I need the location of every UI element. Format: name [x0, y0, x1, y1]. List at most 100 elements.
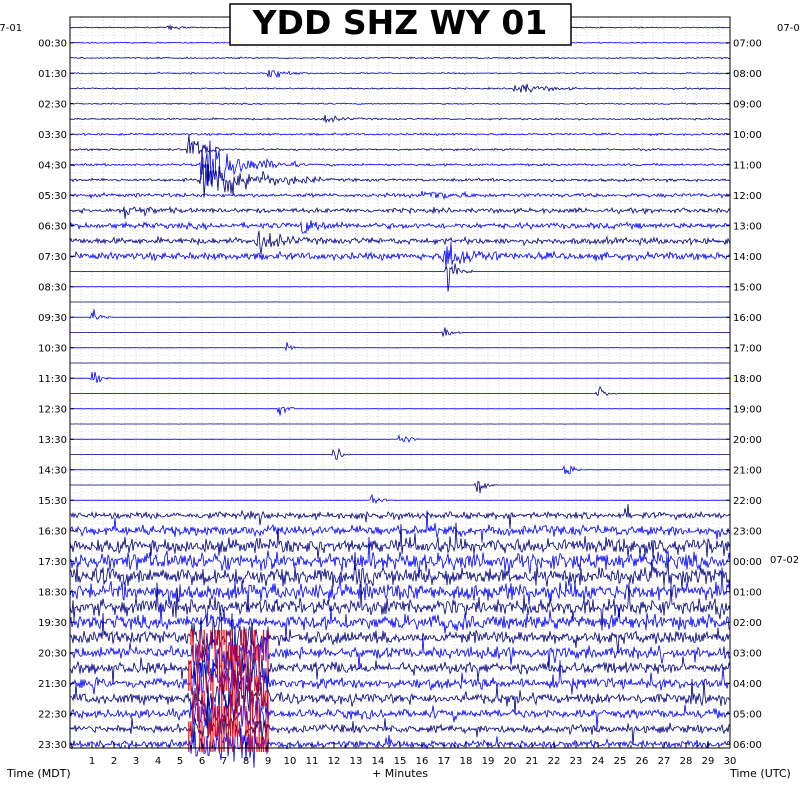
seismic-trace: [69, 140, 731, 187]
seismic-trace: [69, 327, 731, 338]
seismic-trace: [69, 220, 731, 235]
title-text: YDD SHZ WY 01: [252, 3, 548, 42]
right-time-label: 20:00: [733, 435, 762, 446]
left-time-label: 10:30: [38, 343, 67, 354]
right-time-label: 08:00: [733, 69, 762, 80]
right-time-label: 09:00: [733, 99, 762, 110]
seismic-trace: [69, 522, 731, 560]
x-tick-label: 6: [199, 756, 205, 767]
left-time-label: 05:30: [38, 191, 67, 202]
left-time-label: 12:30: [38, 404, 67, 415]
x-tick-label: 1: [89, 756, 95, 767]
seismic-trace: [70, 385, 730, 397]
seismic-trace: [69, 611, 731, 662]
seismic-trace: [70, 464, 731, 475]
seismic-trace: [69, 552, 731, 589]
x-tick-label: 13: [350, 756, 363, 767]
left-time-label: 13:30: [38, 435, 67, 446]
x-axis-title: + Minutes: [372, 767, 428, 780]
right-time-label: 04:00: [733, 679, 762, 690]
seismic-trace: [69, 433, 730, 443]
seismic-trace: [69, 658, 731, 705]
x-tick-label: 3: [133, 756, 139, 767]
x-tick-label: 28: [680, 756, 693, 767]
left-date-label: 07-01: [0, 23, 22, 34]
chart-title: YDD SHZ WY 01: [229, 3, 572, 46]
seismic-trace: [70, 263, 730, 292]
seismic-trace: [69, 114, 731, 124]
seismic-trace: [69, 582, 731, 631]
seismic-trace: [69, 693, 731, 731]
seismic-trace: [69, 241, 731, 269]
seismic-trace: [69, 567, 731, 610]
right-time-label: 21:00: [733, 465, 762, 476]
right-time-label: 12:00: [733, 191, 762, 202]
seismic-trace: [69, 678, 731, 717]
right-time-label: 13:00: [733, 221, 762, 232]
clipped-trace-segment: [192, 645, 269, 661]
x-tick-label: 22: [548, 756, 561, 767]
seismic-trace: [69, 371, 730, 383]
right-time-label: 10:00: [733, 130, 762, 141]
x-tick-label: 11: [306, 756, 319, 767]
left-time-label: 21:30: [38, 679, 67, 690]
seismic-trace: [70, 406, 731, 416]
left-time-label: 03:30: [38, 130, 67, 141]
right-time-label: 18:00: [733, 374, 762, 385]
left-time-label: 06:30: [38, 221, 67, 232]
left-time-label: 00:30: [38, 38, 67, 49]
right-time-axis: 07:00 08:00 09:00 10:00 11:00 12:00 13:00 14:00…: [726, 38, 762, 751]
x-tick-label: 15: [394, 756, 407, 767]
left-time-label: 18:30: [38, 587, 67, 598]
left-time-label: 01:30: [38, 69, 67, 80]
x-tick-label: 12: [328, 756, 341, 767]
x-tick-label: 21: [526, 756, 539, 767]
right-time-label: 15:00: [733, 282, 762, 293]
x-tick-label: 10: [284, 756, 297, 767]
clipped-trace-segment: [188, 675, 265, 691]
left-time-label: 04:30: [38, 160, 67, 171]
seismic-trace: [69, 706, 731, 749]
x-tick-label: 8: [243, 756, 249, 767]
clipped-trace-segment: [188, 660, 269, 676]
right-time-label: 16:00: [733, 313, 762, 324]
left-time-label: 07:30: [38, 252, 67, 263]
left-time-label: 16:30: [38, 526, 67, 537]
left-time-label: 15:30: [38, 496, 67, 507]
seismic-trace: [69, 132, 731, 137]
seismic-trace: [69, 69, 731, 79]
right-time-label: 22:00: [733, 496, 762, 507]
left-time-label: 17:30: [38, 557, 67, 568]
x-tick-label: 29: [702, 756, 715, 767]
left-time-label: 22:30: [38, 709, 67, 720]
x-tick-label: 14: [372, 756, 385, 767]
seismic-trace: [69, 480, 731, 494]
left-time-label: 08:30: [38, 282, 67, 293]
right-date-label-top: 07-0: [777, 23, 800, 34]
x-axis-ticks: 1 2 3 4 5 6 7 8 9 10 11 12 13 14 15 16 17 18 19 20 21 22 23 24 2…: [80, 742, 737, 767]
right-time-label: 07:00: [733, 38, 762, 49]
right-date-label-mid: 07-02: [770, 555, 799, 566]
x-tick-label: 16: [416, 756, 429, 767]
x-tick-label: 30: [724, 756, 737, 767]
x-tick-label: 24: [592, 756, 605, 767]
left-time-label: 19:30: [38, 618, 67, 629]
left-time-label: 23:30: [38, 740, 67, 751]
seismic-traces: [69, 24, 731, 768]
x-tick-label: 20: [504, 756, 517, 767]
right-time-label: 06:00: [733, 740, 762, 751]
x-tick-label: 18: [460, 756, 473, 767]
left-time-label: 14:30: [38, 465, 67, 476]
clipped-trace-segment: [190, 629, 269, 646]
x-tick-label: 26: [636, 756, 649, 767]
seismic-trace: [69, 628, 731, 674]
seismic-trace: [69, 309, 731, 320]
x-tick-label: 23: [570, 756, 583, 767]
seismic-trace: [69, 602, 730, 641]
seismic-trace: [69, 206, 731, 219]
x-tick-label: 9: [265, 756, 271, 767]
right-time-label: 17:00: [733, 343, 762, 354]
x-tick-label: 17: [438, 756, 451, 767]
right-time-label: 03:00: [733, 648, 762, 659]
